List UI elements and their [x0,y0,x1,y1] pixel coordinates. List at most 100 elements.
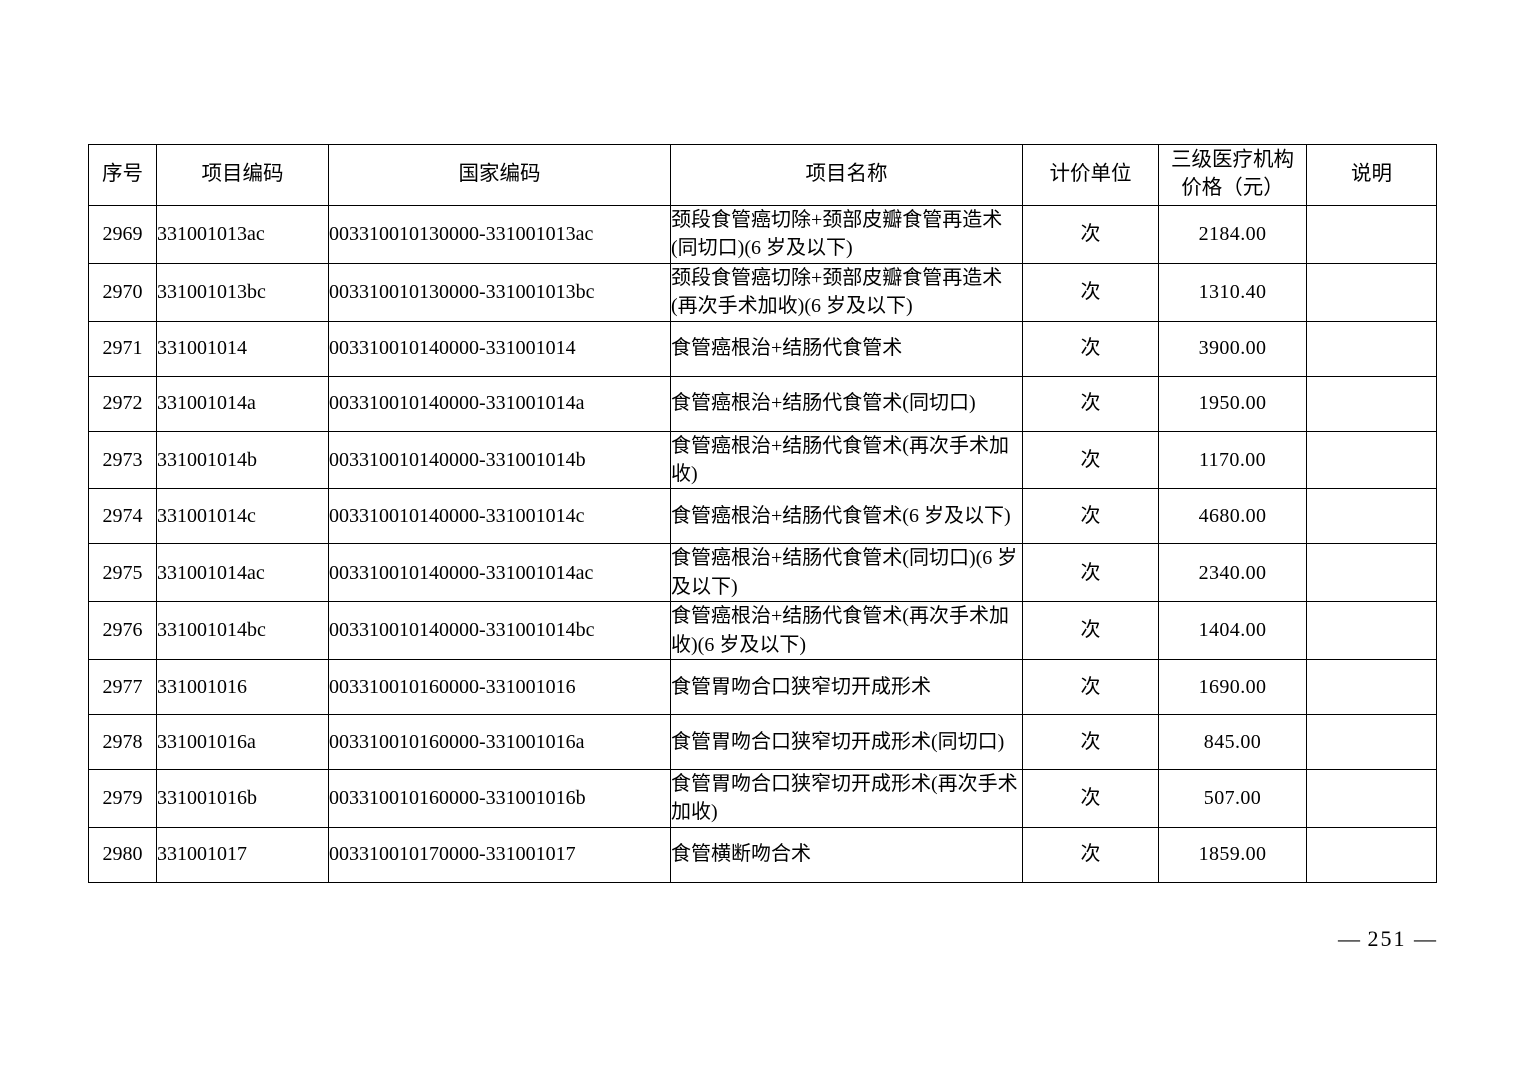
table-row: 2980 331001017 003310010170000-331001017… [88,826,1437,883]
cell-project-code: 331001014 [156,320,329,377]
cell-national-code: 003310010130000-331001013ac [328,205,671,264]
cell-unit: 次 [1022,601,1159,660]
cell-project-code: 331001016 [156,658,329,715]
cell-unit: 次 [1022,488,1159,545]
table-row: 2974 331001014c 003310010140000-33100101… [88,488,1437,545]
cell-seq: 2978 [88,713,157,770]
cell-unit: 次 [1022,713,1159,770]
header-row: 序号 项目编码 国家编码 项目名称 计价单位 三级医疗机构 价格（元） 说明 [88,144,1437,206]
cell-national-code: 003310010130000-331001013bc [328,262,671,322]
page-number: 251 [1367,926,1407,951]
table-row: 2973 331001014b 003310010140000-33100101… [88,430,1437,490]
cell-note [1306,826,1437,883]
cell-project-code: 331001014ac [156,543,329,603]
cell-project-name: 食管胃吻合口狭窄切开成形术(再次手术加收) [670,768,1023,828]
cell-unit: 次 [1022,320,1159,377]
cell-national-code: 003310010140000-331001014 [328,320,671,377]
cell-price: 1690.00 [1158,658,1307,715]
cell-project-name: 食管癌根治+结肠代食管术 [670,320,1023,377]
cell-price: 845.00 [1158,713,1307,770]
cell-unit: 次 [1022,768,1159,828]
cell-price: 4680.00 [1158,488,1307,545]
cell-note [1306,713,1437,770]
cell-national-code: 003310010160000-331001016b [328,768,671,828]
header-project-name: 项目名称 [670,144,1023,206]
cell-project-code: 331001016a [156,713,329,770]
cell-project-code: 331001014c [156,488,329,545]
cell-project-name: 颈段食管癌切除+颈部皮瓣食管再造术(同切口)(6 岁及以下) [670,205,1023,264]
cell-price: 2184.00 [1158,205,1307,264]
cell-unit: 次 [1022,375,1159,432]
page-marker-right: — [1414,926,1436,951]
medical-price-table: 序号 项目编码 国家编码 项目名称 计价单位 三级医疗机构 价格（元） 说明 2… [88,144,1437,883]
cell-price: 3900.00 [1158,320,1307,377]
cell-national-code: 003310010140000-331001014b [328,430,671,490]
cell-seq: 2980 [88,826,157,883]
cell-project-name: 食管癌根治+结肠代食管术(再次手术加收)(6 岁及以下) [670,601,1023,660]
cell-project-name: 颈段食管癌切除+颈部皮瓣食管再造术(再次手术加收)(6 岁及以下) [670,262,1023,322]
cell-price: 1859.00 [1158,826,1307,883]
cell-project-code: 331001014bc [156,601,329,660]
header-price-line1: 三级医疗机构 [1171,149,1294,172]
header-price-line2: 价格（元） [1181,177,1284,199]
cell-price: 1950.00 [1158,375,1307,432]
header-unit: 计价单位 [1022,144,1159,206]
header-seq: 序号 [88,144,157,206]
cell-seq: 2975 [88,543,157,603]
table-row: 2972 331001014a 003310010140000-33100101… [88,375,1437,432]
cell-national-code: 003310010140000-331001014bc [328,601,671,660]
table-row: 2978 331001016a 003310010160000-33100101… [88,713,1437,770]
cell-price: 1170.00 [1158,430,1307,490]
table-row: 2970 331001013bc 003310010130000-3310010… [88,262,1437,322]
table-row: 2979 331001016b 003310010160000-33100101… [88,768,1437,828]
cell-project-code: 331001014b [156,430,329,490]
cell-seq: 2977 [88,658,157,715]
cell-project-name: 食管癌根治+结肠代食管术(6 岁及以下) [670,488,1023,545]
cell-project-name: 食管胃吻合口狭窄切开成形术 [670,658,1023,715]
cell-note [1306,543,1437,603]
cell-national-code: 003310010160000-331001016 [328,658,671,715]
cell-seq: 2971 [88,320,157,377]
cell-note [1306,601,1437,660]
cell-price: 507.00 [1158,768,1307,828]
cell-national-code: 003310010160000-331001016a [328,713,671,770]
cell-note [1306,320,1437,377]
cell-price: 1404.00 [1158,601,1307,660]
cell-unit: 次 [1022,262,1159,322]
table-row: 2975 331001014ac 003310010140000-3310010… [88,543,1437,603]
cell-seq: 2976 [88,601,157,660]
cell-note [1306,205,1437,264]
header-note: 说明 [1306,144,1437,206]
cell-national-code: 003310010170000-331001017 [328,826,671,883]
cell-note [1306,375,1437,432]
table-header: 序号 项目编码 国家编码 项目名称 计价单位 三级医疗机构 价格（元） 说明 [88,144,1437,206]
cell-unit: 次 [1022,658,1159,715]
cell-project-code: 331001016b [156,768,329,828]
cell-unit: 次 [1022,826,1159,883]
table-row: 2971 331001014 003310010140000-331001014… [88,320,1437,377]
cell-unit: 次 [1022,543,1159,603]
cell-unit: 次 [1022,205,1159,264]
cell-seq: 2972 [88,375,157,432]
header-project-code: 项目编码 [156,144,329,206]
cell-national-code: 003310010140000-331001014c [328,488,671,545]
cell-project-name: 食管癌根治+结肠代食管术(再次手术加收) [670,430,1023,490]
table-body: 2969 331001013ac 003310010130000-3310010… [88,205,1437,883]
cell-national-code: 003310010140000-331001014a [328,375,671,432]
header-price: 三级医疗机构 价格（元） [1158,144,1307,206]
cell-project-name: 食管癌根治+结肠代食管术(同切口)(6 岁及以下) [670,543,1023,603]
cell-seq: 2970 [88,262,157,322]
page-marker-left: — [1338,926,1360,951]
table-row: 2969 331001013ac 003310010130000-3310010… [88,205,1437,264]
table-row: 2976 331001014bc 003310010140000-3310010… [88,601,1437,660]
cell-seq: 2974 [88,488,157,545]
cell-project-code: 331001014a [156,375,329,432]
cell-note [1306,488,1437,545]
cell-seq: 2973 [88,430,157,490]
cell-unit: 次 [1022,430,1159,490]
cell-note [1306,658,1437,715]
cell-project-name: 食管胃吻合口狭窄切开成形术(同切口) [670,713,1023,770]
cell-note [1306,262,1437,322]
cell-seq: 2969 [88,205,157,264]
